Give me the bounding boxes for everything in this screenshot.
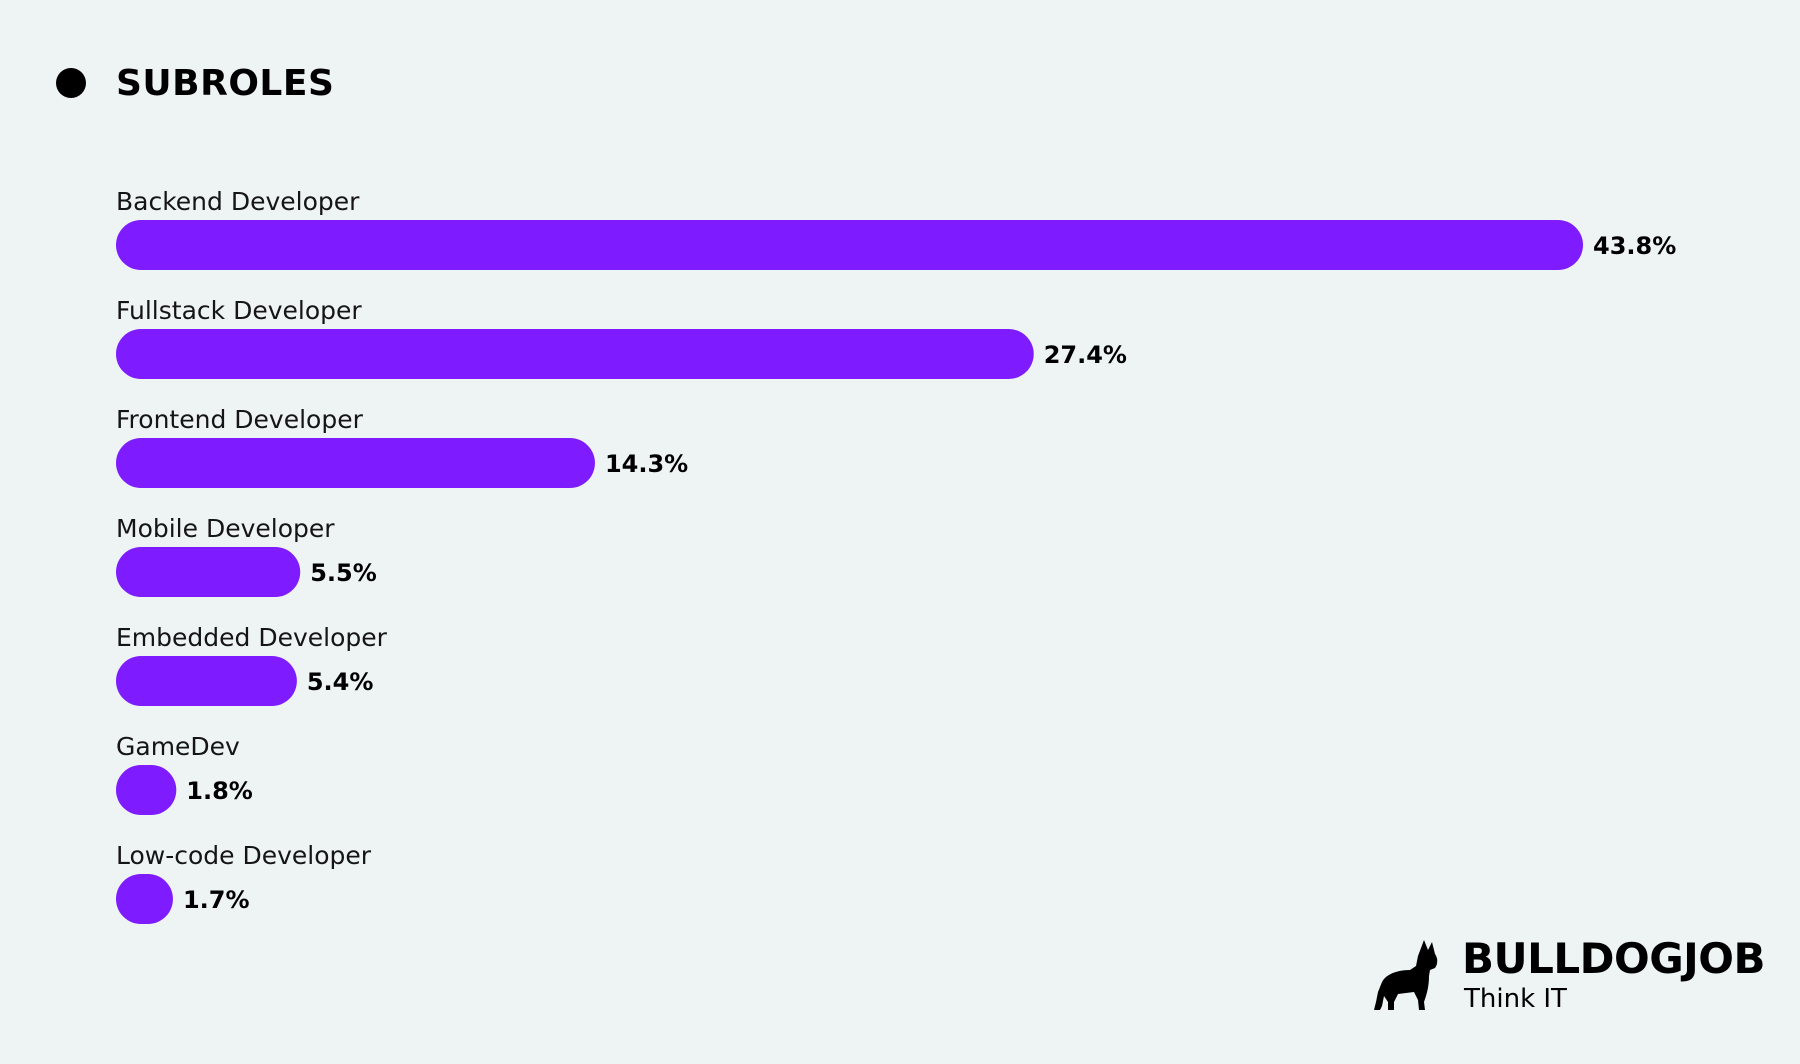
bar [116,874,173,924]
bar [116,438,595,488]
value-label: 1.8% [186,777,253,805]
value-label: 14.3% [605,450,688,478]
bar-row: Low-code Developer 1.7% [116,841,372,924]
value-label: 43.8% [1593,232,1676,260]
bar [116,329,1034,379]
bar [116,765,177,815]
category-label: Backend Developer [116,187,360,216]
bar-row: Embedded Developer 5.4% [116,623,388,706]
logo-brand-text: BULLDOGJOB [1462,934,1766,983]
bar [116,547,301,597]
bulldog-icon [1374,940,1438,1010]
value-label: 1.7% [183,886,250,914]
bullet-dot-icon [56,68,86,98]
chart-title: SUBROLES [116,62,335,104]
bar [116,656,297,706]
bar-row: Mobile Developer 5.5% [116,514,377,597]
category-label: GameDev [116,732,240,761]
chart-header: SUBROLES [56,58,334,108]
category-label: Fullstack Developer [116,296,362,325]
value-label: 27.4% [1044,341,1127,369]
bulldogjob-logo: BULLDOGJOB Think IT [1372,934,1772,1014]
category-label: Mobile Developer [116,514,335,543]
bar-row: Backend Developer 43.8% [116,187,1676,270]
bar [116,220,1583,270]
bar-row: Frontend Developer 14.3% [116,405,688,488]
category-label: Low-code Developer [116,841,372,870]
value-label: 5.5% [310,559,377,587]
category-label: Frontend Developer [116,405,364,434]
category-label: Embedded Developer [116,623,388,652]
value-label: 5.4% [307,668,374,696]
logo-tagline: Think IT [1464,984,1567,1014]
bar-row: GameDev 1.8% [116,732,253,815]
bar-row: Fullstack Developer 27.4% [116,296,1127,379]
